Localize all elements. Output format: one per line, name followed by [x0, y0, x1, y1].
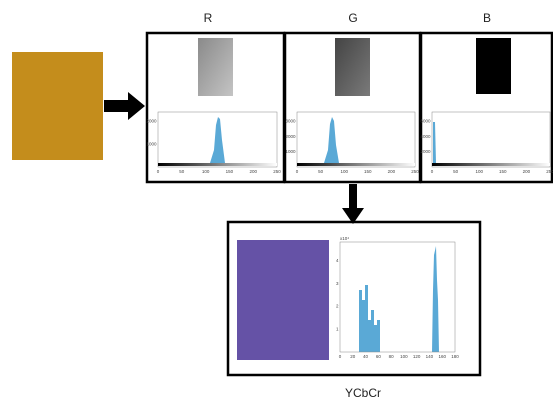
input-image — [12, 52, 103, 160]
y-tick-label: 6000 — [420, 119, 431, 124]
histogram — [210, 117, 225, 163]
x-tick-label: 120 — [413, 354, 421, 359]
x-tick-label: 200 — [249, 169, 257, 174]
y-tick-label: 2000 — [146, 119, 157, 124]
channel-image — [198, 38, 233, 96]
channel-image — [335, 38, 370, 96]
exponent-label: x10⁴ — [340, 236, 349, 241]
x-tick-label: 100 — [340, 169, 348, 174]
x-tick-label: 250 — [273, 169, 281, 174]
x-tick-label: 150 — [364, 169, 372, 174]
x-tick-label: 100 — [202, 169, 210, 174]
x-tick-label: 60 — [376, 354, 382, 359]
y-tick-label: 1000 — [146, 142, 157, 147]
x-tick-label: 0 — [296, 169, 299, 174]
channel-label: R — [204, 11, 213, 25]
y-tick-label: 4000 — [420, 134, 431, 139]
histogram-axes — [432, 112, 550, 167]
y-tick-label: 2000 — [285, 134, 296, 139]
y-tick-label: 1 — [336, 327, 339, 332]
x-tick-label: 0 — [157, 169, 160, 174]
histogram — [359, 285, 380, 352]
x-tick-label: 20 — [350, 354, 356, 359]
channel-label: G — [348, 11, 357, 25]
x-tick-label: 0 — [339, 354, 342, 359]
x-tick-label: 150 — [499, 169, 507, 174]
x-tick-label: 150 — [226, 169, 234, 174]
x-tick-label: 140 — [426, 354, 434, 359]
x-tick-label: 50 — [453, 169, 459, 174]
histogram — [432, 246, 439, 352]
colorbar — [297, 163, 415, 166]
colorbar — [158, 163, 277, 166]
x-tick-label: 50 — [179, 169, 185, 174]
arrow — [104, 92, 145, 120]
x-tick-label: 160 — [438, 354, 446, 359]
y-tick-label: 3000 — [285, 119, 296, 124]
x-tick-label: 200 — [388, 169, 396, 174]
histogram — [324, 117, 339, 163]
x-tick-label: 100 — [475, 169, 483, 174]
x-tick-label: 0 — [431, 169, 434, 174]
x-tick-label: 100 — [400, 354, 408, 359]
channel-image — [476, 38, 511, 94]
y-tick-label: 3 — [336, 281, 339, 286]
colorbar — [432, 163, 550, 166]
y-tick-label: 4 — [336, 258, 339, 263]
x-tick-label: 250 — [411, 169, 419, 174]
arrow — [342, 184, 364, 224]
x-tick-label: 80 — [389, 354, 395, 359]
x-tick-label: 40 — [363, 354, 369, 359]
output-label: YCbCr — [345, 386, 381, 400]
channel-label: B — [483, 11, 491, 25]
y-tick-label: 1000 — [285, 149, 296, 154]
output-image — [237, 240, 329, 360]
x-tick-label: 180 — [451, 354, 459, 359]
diagram: R G B YCbCr 0501001502002501000200005010… — [0, 0, 553, 407]
y-tick-label: 2 — [336, 304, 339, 309]
y-tick-label: 2000 — [420, 149, 431, 154]
x-tick-label: 200 — [523, 169, 531, 174]
histogram — [433, 122, 436, 163]
x-tick-label: 250 — [546, 169, 553, 174]
x-tick-label: 50 — [318, 169, 324, 174]
histogram-axes — [297, 112, 415, 167]
